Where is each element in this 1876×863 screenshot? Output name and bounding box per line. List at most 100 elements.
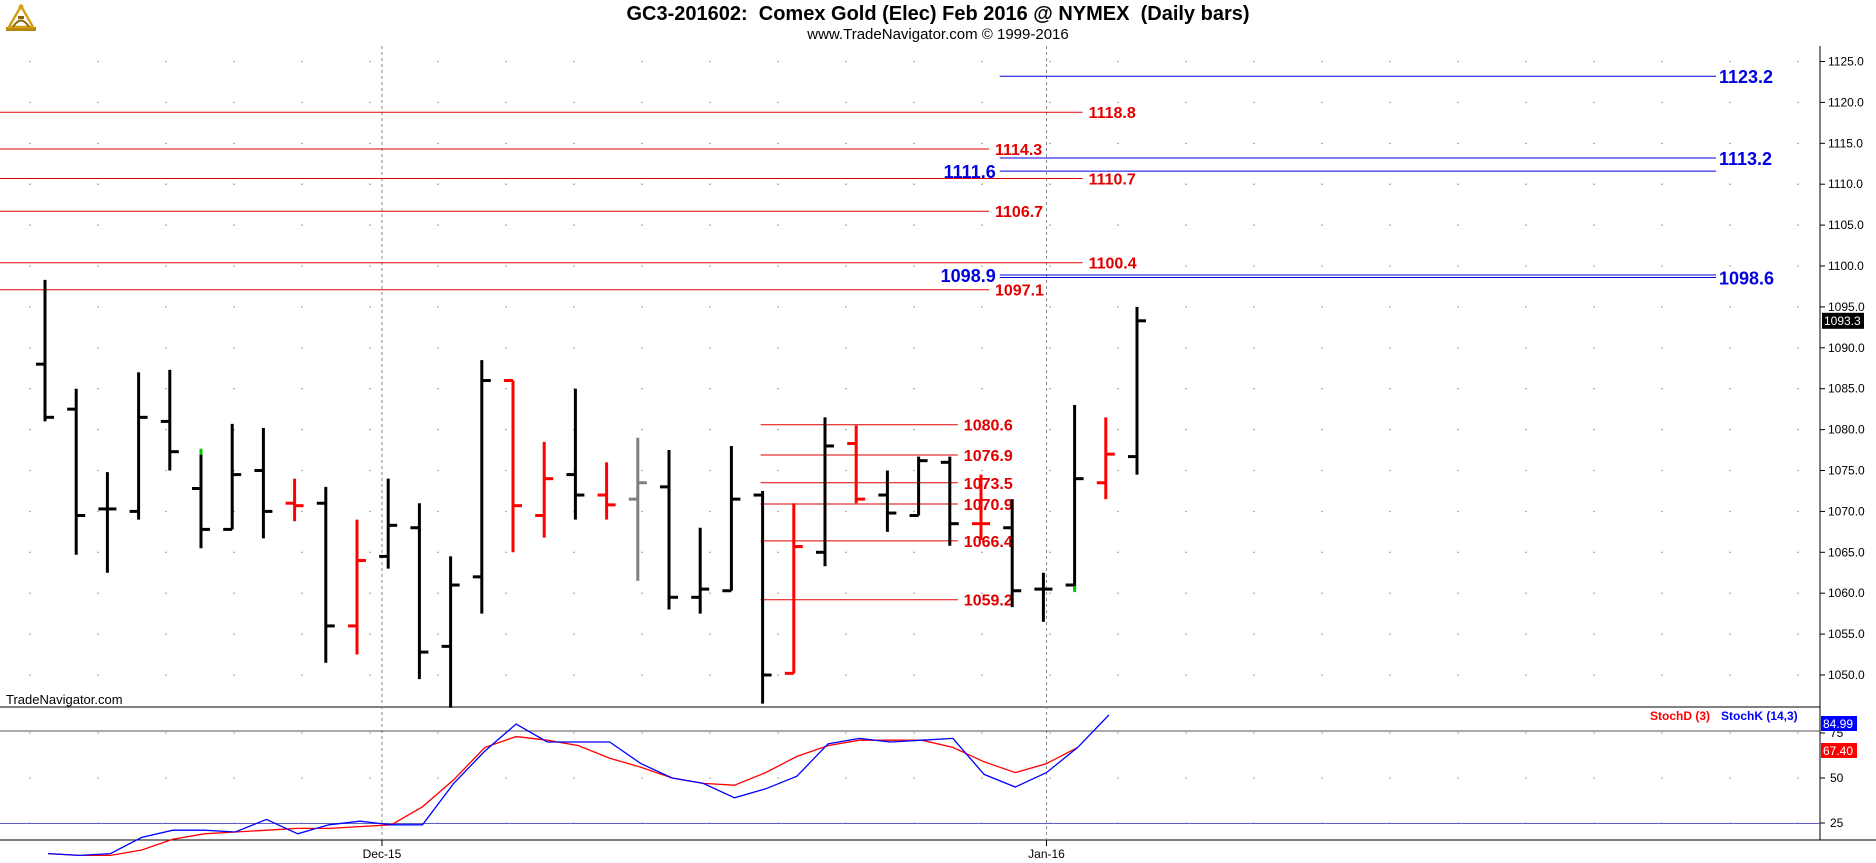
level-label-blue: 1098.9 xyxy=(941,266,996,286)
grid-dot xyxy=(1661,732,1663,734)
grid-dot xyxy=(1593,101,1595,104)
grid-dot xyxy=(1253,732,1255,734)
grid-dot xyxy=(505,265,507,267)
grid-dot xyxy=(573,101,575,104)
grid-dot xyxy=(301,101,303,104)
grid-dot xyxy=(1593,428,1595,431)
grid-dot xyxy=(1661,347,1663,349)
grid-dot xyxy=(1457,732,1459,734)
grid-dot xyxy=(1389,469,1391,472)
grid-dot xyxy=(845,633,847,635)
grid-dot xyxy=(1593,387,1595,390)
grid-dot xyxy=(1049,592,1051,594)
grid-dot xyxy=(1457,306,1459,308)
grid-dot xyxy=(165,633,167,635)
grid-dot xyxy=(845,732,847,734)
grid-dot xyxy=(981,183,983,185)
grid-dot xyxy=(1661,306,1663,308)
ohlc-bar xyxy=(628,437,647,581)
grid-dot xyxy=(1457,592,1459,594)
grid-dot xyxy=(1185,469,1187,472)
grid-dot xyxy=(1593,732,1595,734)
grid-dot xyxy=(913,510,915,513)
grid-dot xyxy=(1389,60,1391,63)
grid-dot xyxy=(1661,265,1663,267)
grid-dot xyxy=(1525,387,1527,390)
grid-dot xyxy=(845,469,847,472)
grid-dot xyxy=(1661,510,1663,513)
grid-dot xyxy=(845,674,847,676)
grid-dot xyxy=(1321,428,1323,431)
grid-dot xyxy=(1049,60,1051,63)
grid-dot xyxy=(641,732,643,734)
grid-dot xyxy=(981,60,983,63)
grid-dot xyxy=(981,469,983,472)
level-label-red: 1076.9 xyxy=(964,448,1013,465)
grid-dot xyxy=(233,265,235,267)
level-label-blue: 1098.6 xyxy=(1719,268,1774,288)
grid-dot xyxy=(913,306,915,308)
grid-dot xyxy=(1117,633,1119,635)
grid-dot xyxy=(29,183,31,185)
grid-dot xyxy=(981,306,983,308)
stochd-value-box xyxy=(1821,743,1857,758)
grid-dot xyxy=(1253,428,1255,431)
grid-dot xyxy=(981,428,983,431)
grid-dot xyxy=(981,551,983,554)
grid-dot xyxy=(437,224,439,226)
grid-dot xyxy=(233,387,235,390)
grid-dot xyxy=(913,674,915,676)
grid-dot xyxy=(1321,224,1323,226)
grid-dot xyxy=(913,142,915,145)
grid-dot xyxy=(641,633,643,635)
grid-dot xyxy=(1797,142,1799,145)
legend-stochk: StochK (14,3) xyxy=(1721,709,1798,723)
grid-dot xyxy=(641,510,643,513)
grid-dot xyxy=(505,142,507,145)
grid-dot xyxy=(1117,306,1119,308)
grid-dot xyxy=(1797,387,1799,390)
grid-dot xyxy=(641,777,643,779)
grid-dot xyxy=(1729,265,1731,267)
grid-dot xyxy=(437,60,439,63)
grid-dot xyxy=(1389,592,1391,594)
grid-dot xyxy=(1185,551,1187,554)
ohlc-bar xyxy=(160,369,179,471)
grid-dot xyxy=(1253,224,1255,226)
ohlc-bar xyxy=(285,478,304,522)
grid-dot xyxy=(437,777,439,779)
ohlc-bar xyxy=(67,388,86,555)
grid-dot xyxy=(1117,142,1119,145)
price-tick-label: 1110.0 xyxy=(1828,177,1863,191)
grid-dot xyxy=(1457,387,1459,390)
grid-dot xyxy=(845,224,847,226)
grid-dot xyxy=(777,142,779,145)
grid-dot xyxy=(97,592,99,594)
grid-dot xyxy=(1525,510,1527,513)
grid-dot xyxy=(301,60,303,63)
grid-dot xyxy=(97,265,99,267)
grid-dot xyxy=(97,387,99,390)
grid-dot xyxy=(29,674,31,676)
level-label-red: 1106.7 xyxy=(995,204,1043,221)
grid-dot xyxy=(1049,387,1051,390)
grid-dot xyxy=(1797,224,1799,226)
grid-dot xyxy=(641,101,643,104)
grid-dot xyxy=(1525,306,1527,308)
grid-dot xyxy=(709,60,711,63)
grid-dot xyxy=(641,592,643,594)
grid-dot xyxy=(1389,224,1391,226)
grid-dot xyxy=(709,347,711,349)
grid-dot xyxy=(165,510,167,513)
price-tick-label: 1125.0 xyxy=(1828,55,1864,69)
grid-dot xyxy=(573,592,575,594)
grid-dot xyxy=(233,777,235,779)
grid-dot xyxy=(981,101,983,104)
grid-dot xyxy=(1321,347,1323,349)
grid-dot xyxy=(1321,592,1323,594)
grid-dot xyxy=(1797,306,1799,308)
grid-dot xyxy=(1729,428,1731,431)
grid-dot xyxy=(1321,469,1323,472)
grid-dot xyxy=(1457,510,1459,513)
